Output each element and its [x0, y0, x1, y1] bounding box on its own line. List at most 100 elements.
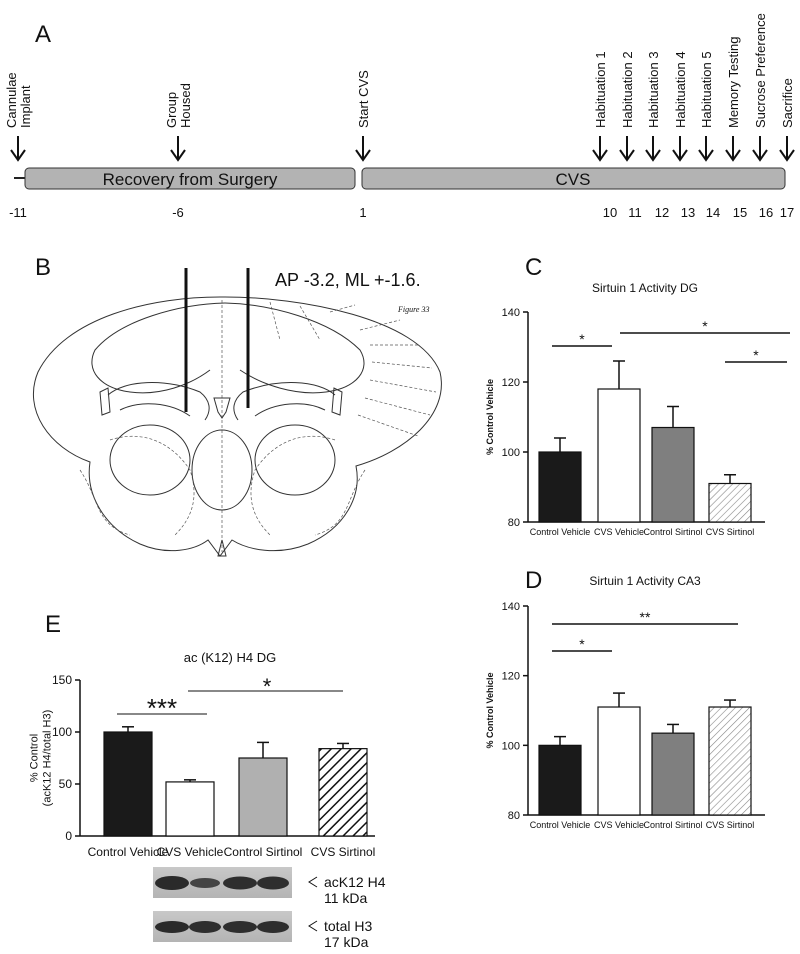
significance-label: *: [579, 331, 585, 347]
bar: [238, 757, 288, 837]
significance-label: *: [263, 674, 272, 699]
blot-band: [190, 878, 220, 888]
bar: [103, 731, 153, 837]
chart-title: Sirtuin 1 Activity CA3: [589, 574, 701, 588]
event-arrow-head: [645, 149, 661, 162]
event-arrow-head: [752, 149, 768, 162]
significance-label: *: [753, 347, 759, 363]
x-tick-label: CVS Sirtinol: [311, 845, 376, 859]
blot-band: [155, 876, 189, 890]
coordinates: AP -3.2, ML +-1.6.: [275, 270, 421, 290]
panel-letter: D: [525, 567, 542, 594]
x-tick-label: Control Vehicle: [530, 820, 591, 830]
x-tick-label: Control Vehicle: [530, 527, 591, 537]
y-axis-label: % Control Vehicle: [485, 672, 495, 748]
x-tick-label: Control Sirtinol: [643, 820, 702, 830]
x-tick-label: CVS Sirtinol: [706, 527, 755, 537]
blot-size: 17 kDa: [324, 934, 369, 950]
event-label: Habituation 2: [620, 51, 635, 128]
bar: [708, 482, 752, 523]
event-label: Sucrose Preference: [753, 13, 768, 128]
panel-letter: C: [525, 254, 542, 281]
x-tick-label: CVS Vehicle: [594, 527, 644, 537]
y-tick-label: 120: [502, 671, 520, 683]
event-label: Habituation 4: [673, 51, 688, 128]
y-tick-label: 100: [52, 725, 72, 739]
y-tick-label: 140: [502, 601, 520, 613]
bar: [538, 744, 582, 816]
phase-bar: [24, 167, 356, 190]
blot-band: [257, 876, 289, 890]
y-tick-label: 120: [502, 377, 520, 389]
event-arrow-head: [170, 149, 186, 162]
blot-band: [155, 921, 189, 933]
y-tick-label: 0: [65, 829, 72, 843]
y-tick-label: 80: [508, 517, 520, 529]
event-label: Housed: [178, 83, 193, 128]
blot-band: [223, 921, 257, 933]
event-label: Implant: [18, 85, 33, 128]
bar: [597, 706, 641, 816]
day-label: 17: [780, 205, 794, 220]
event-arrow-head: [619, 149, 635, 162]
y-tick-label: 100: [502, 447, 520, 459]
blot-band: [257, 921, 289, 933]
event-arrow-head: [725, 149, 741, 162]
event-arrow-head: [779, 149, 795, 162]
bar: [165, 781, 215, 837]
charts: C Sirtuin 1 Activity DG % Control Vehicle 8…: [29, 254, 790, 859]
event-label: Cannulae: [4, 72, 19, 128]
day-label: 13: [681, 205, 695, 220]
event-label: Habituation 1: [593, 51, 608, 128]
blot-band: [189, 921, 221, 933]
phase-label: Recovery from Surgery: [103, 170, 278, 189]
x-tick-label: Control Vehicle: [88, 845, 169, 859]
y-tick-label: 80: [508, 810, 520, 822]
phase-bar: [361, 167, 786, 190]
y-axis-label: (acK12 H4/total H3): [42, 710, 54, 807]
y-axis-label: % Control: [29, 734, 41, 782]
panel-letter: A: [35, 21, 51, 48]
day-label: -11: [9, 205, 27, 220]
y-tick-label: 140: [502, 307, 520, 319]
bar: [318, 748, 368, 837]
chart-title: ac (K12) H4 DG: [184, 650, 276, 665]
y-tick-label: 150: [52, 673, 72, 687]
chart-title: Sirtuin 1 Activity DG: [592, 281, 698, 295]
event-label: Habituation 5: [699, 51, 714, 128]
x-tick-label: Control Sirtinol: [643, 527, 702, 537]
day-label: 16: [759, 205, 773, 220]
blot-label: total H3: [324, 918, 372, 934]
x-tick-label: CVS Vehicle: [594, 820, 644, 830]
event-label: Memory Testing: [726, 36, 741, 128]
event-arrow-head: [592, 149, 608, 162]
significance-label: *: [579, 636, 585, 652]
y-tick-label: 50: [59, 777, 73, 791]
event-arrow-head: [698, 149, 714, 162]
y-tick-label: 100: [502, 740, 520, 752]
event-label: Sacrifice: [780, 78, 795, 128]
blot-pointer: [308, 920, 318, 932]
blot-label: acK12 H4: [324, 874, 386, 890]
day-label: 15: [733, 205, 747, 220]
brain-atlas: [33, 296, 442, 557]
x-tick-label: Control Sirtinol: [224, 845, 303, 859]
day-label: 10: [603, 205, 617, 220]
blot-size: 11 kDa: [324, 890, 368, 906]
day-label: -6: [172, 205, 184, 220]
significance-label: *: [702, 318, 708, 334]
panel-letter: E: [45, 611, 61, 638]
timeline: Cannulae Implant -11 Group Housed -6 Start CVS…: [4, 13, 795, 220]
bar: [651, 426, 695, 523]
blot-pointer: [308, 876, 318, 888]
atlas-figure: Figure 33: [397, 305, 429, 314]
day-label: 11: [628, 205, 642, 220]
bar: [597, 388, 641, 523]
event-label: Start CVS: [356, 70, 371, 128]
event-label: Group: [164, 92, 179, 128]
day-label: 14: [706, 205, 720, 220]
bar: [538, 451, 582, 523]
significance-label: **: [640, 609, 651, 625]
